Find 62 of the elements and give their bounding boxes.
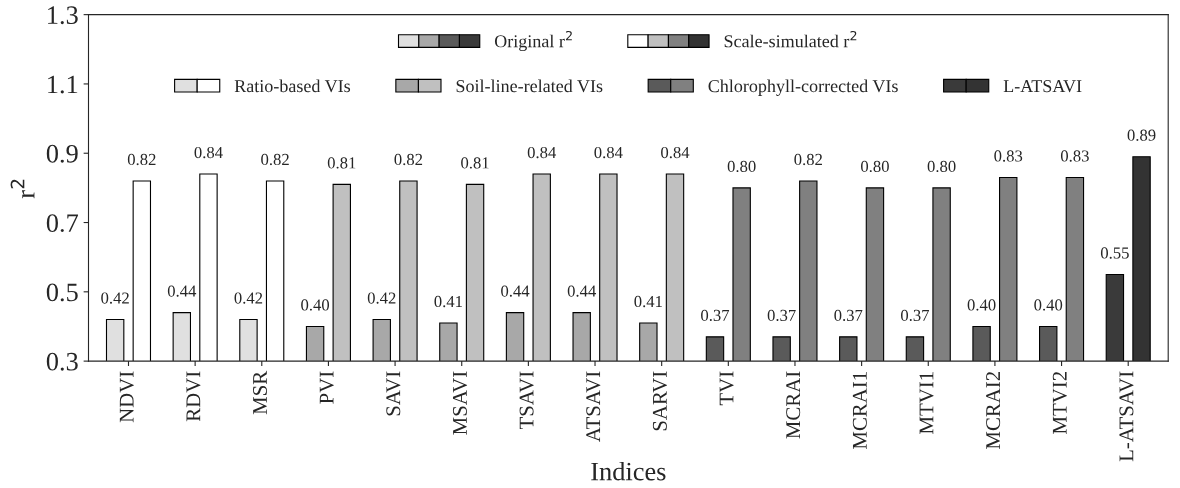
x-axis-title: Indices [591,461,666,481]
data-label: 0.84 [594,146,623,159]
x-tick-label: RDVI [186,371,201,422]
data-label: 0.82 [394,153,423,166]
data-label: 0.40 [967,299,996,311]
data-label: 0.44 [567,285,597,297]
data-label: 0.82 [127,153,156,166]
annotation: Soil-line-related VIs [456,79,603,93]
data-label: 0.84 [661,146,690,159]
y-tick-label: 0.5 [46,283,78,302]
y-tick-label: 0.3 [46,352,78,371]
data-label: 0.40 [301,299,330,311]
data-label: 0.83 [1060,150,1089,162]
x-tick-label: MTVI2 [1052,371,1067,434]
data-label: 0.83 [994,150,1023,162]
data-label: 0.42 [367,292,396,304]
data-label: 0.80 [727,160,756,173]
y-tick-label: 0.7 [46,214,79,233]
annotation: Ratio-based VIs [234,79,351,93]
x-tick-label: SARVI [652,371,667,431]
data-label: 0.81 [327,157,356,169]
x-tick-label: NDVI [119,371,134,423]
x-tick-label: MCRAI2 [986,371,1001,449]
legend-label: Original r$^{2}$ [494,30,572,52]
x-tick-label: TSAVI [519,371,534,430]
data-label: 0.37 [701,309,730,322]
data-label: 0.89 [1127,129,1156,141]
data-label: 0.37 [767,309,796,322]
x-tick-label: PVI [319,371,334,404]
data-label: 0.40 [1034,299,1063,311]
data-label: 0.82 [261,153,289,166]
data-label: 0.81 [461,157,489,169]
data-label: 0.42 [101,292,129,304]
x-tick-label: MCRAI1 [852,372,867,449]
data-label: 0.41 [634,295,662,308]
data-label: 0.44 [167,285,197,297]
data-label: 0.80 [861,160,889,173]
x-tick-label: ATSAVI [586,371,601,443]
y-tick-label: 1.3 [48,6,78,25]
y-tick-label: 0.9 [46,144,78,163]
data-label: 0.37 [834,309,863,322]
y-tick-label: 1.1 [48,75,78,94]
data-label: 0.44 [501,285,530,297]
data-label: 0.82 [794,153,822,166]
data-label: 0.42 [234,292,263,304]
x-tick-label: MTVI1 [919,372,934,434]
x-tick-label: SAVI [386,371,401,416]
data-label: 0.37 [900,309,930,322]
annotation: Chlorophyll-corrected VIs [708,79,898,96]
data-label: 0.84 [194,146,223,159]
x-tick-label: MCRAI [786,371,801,439]
x-tick-label: TVI [719,371,734,406]
x-tick-label: MSR [253,370,267,415]
legend-label: Scale-simulated r$^{2}$ [724,30,857,48]
annotation: L-ATSAVI [1003,80,1082,93]
x-tick-label: L-ATSAVI [1119,371,1134,462]
data-label: 0.84 [527,146,557,159]
data-label: 0.80 [927,160,956,173]
data-label: 0.55 [1100,247,1129,259]
data-label: 0.41 [434,295,462,308]
y-axis-title: r$^{2}$ [10,179,35,199]
x-tick-label: MSAVI [452,371,468,435]
